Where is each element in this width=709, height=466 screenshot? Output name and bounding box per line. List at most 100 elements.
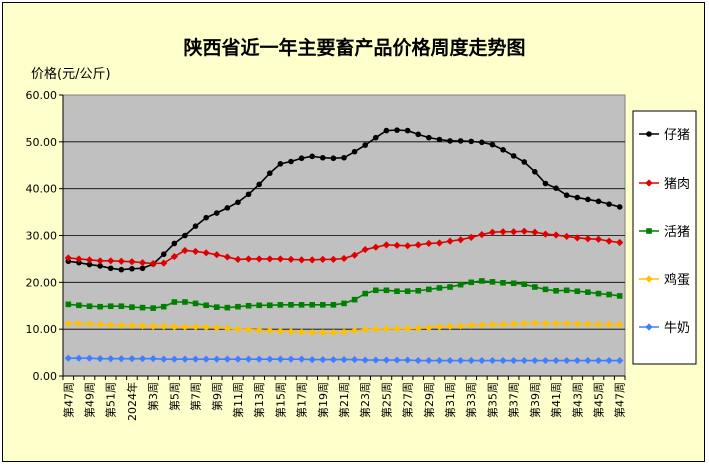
data-point — [541, 356, 550, 365]
data-point — [436, 136, 443, 143]
chart-frame: 陕西省近一年主要畜产品价格周度走势图 价格(元/公斤) 0.00 10.00 20.… — [2, 2, 705, 462]
data-point — [404, 356, 412, 364]
data-point — [234, 325, 242, 333]
x-tick-label: 第39周 — [528, 382, 542, 418]
data-point — [435, 356, 444, 365]
data-point — [245, 302, 252, 309]
data-point — [255, 355, 263, 363]
data-point — [266, 255, 274, 263]
data-point — [64, 354, 72, 362]
data-point — [394, 127, 400, 133]
data-point — [160, 355, 168, 363]
data-point — [393, 325, 401, 333]
data-point — [139, 304, 146, 311]
data-point — [489, 141, 496, 148]
data-point — [394, 288, 400, 295]
legend-label: 牛奶 — [664, 321, 690, 336]
x-tick-label: 第37周 — [507, 382, 521, 418]
data-point — [478, 356, 486, 365]
data-point — [510, 356, 518, 365]
data-point — [128, 355, 136, 363]
x-tick-label: 2024年 — [125, 382, 139, 421]
data-point — [457, 356, 465, 365]
data-point — [510, 320, 518, 328]
data-point — [171, 240, 178, 247]
data-point — [160, 303, 167, 310]
data-point — [223, 324, 231, 332]
data-point — [213, 355, 221, 363]
data-point — [118, 266, 125, 273]
data-point — [467, 356, 475, 365]
data-point — [404, 288, 411, 295]
data-point — [319, 255, 327, 263]
data-point — [329, 356, 337, 364]
data-point — [436, 285, 443, 291]
legend-label: 猪肉 — [664, 177, 690, 192]
data-point — [563, 319, 571, 328]
data-point — [149, 322, 157, 330]
data-point — [117, 257, 125, 265]
data-point — [266, 170, 273, 177]
data-point — [340, 356, 348, 364]
data-point — [415, 131, 422, 138]
data-point — [224, 205, 231, 211]
x-tick-label: 第17周 — [295, 382, 309, 418]
data-point — [362, 290, 369, 297]
data-point — [541, 319, 550, 328]
data-point — [520, 227, 528, 235]
data-point — [435, 239, 444, 247]
data-point — [85, 320, 94, 328]
y-tick-label: 40.00 — [26, 183, 58, 196]
data-point — [319, 328, 327, 337]
data-point — [616, 293, 623, 299]
data-point — [298, 302, 305, 308]
data-point — [160, 251, 167, 258]
data-point — [425, 239, 433, 248]
data-point — [478, 230, 486, 239]
data-point — [308, 256, 316, 264]
data-point — [287, 255, 295, 263]
data-point — [351, 356, 359, 364]
data-point — [457, 236, 465, 244]
legend-marker — [646, 228, 652, 234]
data-point — [447, 284, 453, 290]
data-point — [64, 319, 72, 328]
y-tick-label: 10.00 — [26, 323, 58, 336]
data-point — [447, 138, 453, 144]
data-point — [97, 263, 103, 269]
data-point — [605, 356, 613, 365]
data-point — [488, 228, 497, 236]
legend-marker — [645, 179, 653, 187]
chart-title: 陕西省近一年主要畜产品价格周度走势图 — [183, 37, 526, 59]
data-point — [552, 356, 560, 365]
x-tick-label: 第5周 — [167, 382, 181, 411]
data-point — [128, 321, 136, 330]
data-point — [574, 194, 581, 201]
data-point — [182, 299, 188, 305]
data-point — [255, 255, 263, 263]
data-point — [97, 303, 103, 310]
data-point — [542, 286, 549, 293]
legend-label: 鸡蛋 — [664, 272, 690, 288]
data-point — [107, 303, 114, 310]
data-point — [129, 304, 135, 310]
data-point — [223, 355, 231, 363]
data-point — [393, 356, 401, 364]
data-point — [531, 228, 539, 236]
x-tick-label: 第41周 — [549, 382, 563, 418]
data-point — [309, 302, 315, 308]
data-point — [414, 356, 422, 365]
data-point — [351, 251, 359, 259]
data-point — [266, 355, 274, 363]
data-point — [139, 265, 146, 272]
data-point — [446, 322, 454, 330]
data-point — [563, 356, 571, 365]
data-point — [191, 355, 200, 363]
data-point — [435, 323, 444, 331]
data-point — [383, 127, 390, 134]
data-point — [170, 355, 178, 363]
data-point — [235, 303, 241, 310]
x-tick-label: 第9周 — [210, 382, 224, 411]
data-point — [191, 323, 200, 331]
